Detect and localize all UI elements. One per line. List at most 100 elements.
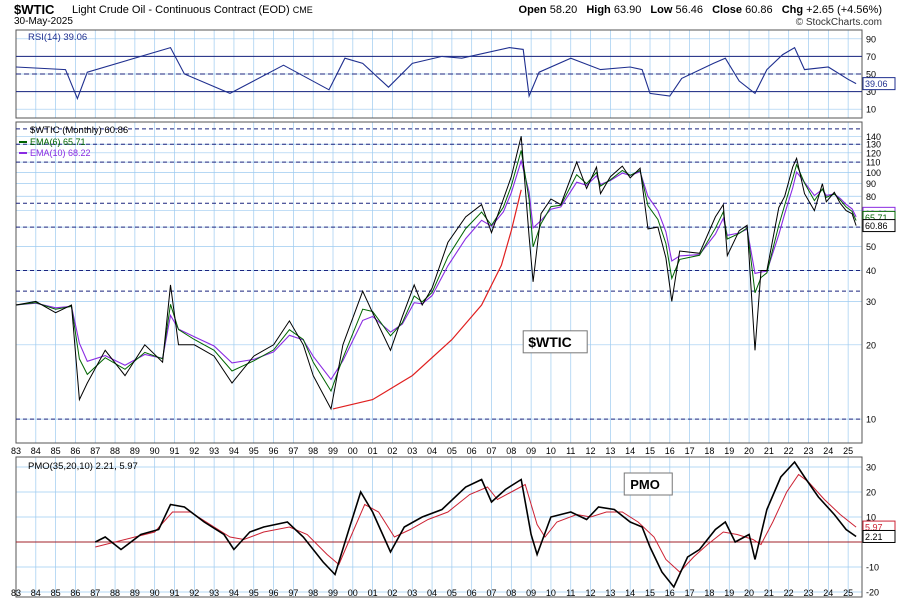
price-annotation-box [522,330,588,354]
x-tick-label: 90 [150,446,160,456]
rsi-y-tick-label: 70 [866,52,876,62]
x-tick-label: 02 [387,446,397,456]
pmo-annotation-text: PMO [630,477,660,492]
x-tick-label-bottom: 96 [269,588,279,598]
x-tick-label: 92 [189,446,199,456]
x-tick-label: 13 [605,446,615,456]
price-legend: $WTIC (Monthly) 60.86 [30,125,128,136]
high-label: High [586,4,611,16]
x-tick-label-bottom: 99 [328,588,338,598]
price-y-tick-label: 90 [866,179,876,189]
x-tick-label-bottom: 12 [586,588,596,598]
ema6-line [15,150,857,393]
ema6-legend: EMA(6) 65.71 [30,137,86,147]
x-tick-label: 00 [348,446,358,456]
ohlc-summary: Open 58.20 High 63.90 Low 56.46 Close 60… [513,4,882,16]
x-tick-label: 22 [784,446,794,456]
x-tick-label: 07 [486,446,496,456]
x-tick-label: 98 [308,446,318,456]
x-tick-label-bottom: 89 [130,588,140,598]
ema10-line [15,158,857,381]
price-y-tick-label: 110 [866,158,880,168]
stockcharts-logo: © StockCharts.com [795,17,882,28]
x-tick-label: 87 [90,446,100,456]
x-tick-label: 11 [566,446,575,456]
x-tick-label-bottom: 20 [744,588,754,598]
price-y-tick-label: 50 [866,242,876,252]
x-tick-label-bottom: 93 [209,588,219,598]
low-value: 56.46 [675,4,704,16]
price-line [15,136,857,411]
open-label: Open [518,4,547,16]
x-tick-label-bottom: 08 [506,588,516,598]
x-tick-label: 99 [328,446,338,456]
x-tick-label: 09 [526,446,536,456]
close-label: Close [712,4,743,16]
x-tick-label-bottom: 09 [526,588,536,598]
open-value: 58.20 [549,4,578,16]
x-tick-label-bottom: 15 [645,588,655,598]
x-tick-label-bottom: 00 [348,588,358,598]
x-tick-label-bottom: 90 [150,588,160,598]
rsi-line [15,46,857,101]
pmo-signal-last-value: 5.97 [865,523,883,533]
price-y-tick-label: 100 [866,168,881,178]
rsi-last-value-box [862,77,896,91]
pmo-y-tick-label: 10 [866,513,876,523]
close-value: 60.86 [745,4,773,16]
x-tick-label: 85 [51,446,61,456]
x-tick-label-bottom: 11 [566,588,575,598]
pmo-legend: PMO(35,20,10) 2.21, 5.97 [28,461,138,472]
price-last-value: 60.86 [865,221,888,231]
ema6-last-value: 65.71 [865,213,888,223]
x-tick-label: 17 [685,446,695,456]
rsi-legend: RSI(14) 39.06 [28,32,87,43]
x-tick-label: 05 [447,446,457,456]
x-tick-label: 18 [704,446,714,456]
chg-value: +2.65 (+4.56%) [806,4,882,16]
x-tick-label-bottom: 05 [447,588,457,598]
x-tick-label: 88 [110,446,120,456]
x-tick-label: 01 [368,446,378,456]
price-y-tick-label: 20 [866,340,876,350]
x-tick-label-bottom: 16 [665,588,675,598]
x-tick-label-bottom: 10 [546,588,556,598]
x-tick-label-bottom: 17 [685,588,695,598]
x-tick-label: 19 [724,446,734,456]
rsi-y-tick-label: 50 [866,70,876,80]
x-tick-label-bottom: 07 [486,588,496,598]
parabolic-trend-line [332,189,522,410]
price-y-tick-label: 10 [866,415,876,425]
x-tick-label-bottom: 91 [169,588,179,598]
low-label: Low [650,4,673,16]
x-tick-label: 94 [229,446,239,456]
pmo-y-tick-label: 30 [866,463,876,473]
x-tick-label-bottom: 19 [724,588,734,598]
x-tick-label-bottom: 95 [249,588,259,598]
x-tick-label: 83 [11,446,21,456]
price-y-tick-label: 40 [866,266,876,276]
high-value: 63.90 [613,4,642,16]
x-tick-label-bottom: 18 [704,588,714,598]
x-tick-label: 15 [645,446,655,456]
pmo-y-tick-label: 20 [866,488,876,498]
rsi-y-tick-label: 90 [866,34,876,44]
x-tick-label: 20 [744,446,754,456]
x-tick-label: 21 [764,446,774,456]
price-y-tick-label: 140 [866,132,881,142]
x-tick-label: 24 [823,446,833,456]
x-tick-label-bottom: 88 [110,588,120,598]
x-tick-label: 06 [467,446,477,456]
x-tick-label-bottom: 84 [31,588,41,598]
pmo-last-value-box [862,529,896,543]
x-tick-label: 23 [803,446,813,456]
x-tick-label: 08 [506,446,516,456]
x-tick-label: 25 [843,446,853,456]
x-tick-label-bottom: 23 [803,588,813,598]
x-tick-label: 10 [546,446,556,456]
x-tick-label: 86 [70,446,80,456]
symbol-title: $WTIC [14,2,55,17]
x-tick-label: 14 [625,446,635,456]
x-tick-label-bottom: 02 [387,588,397,598]
